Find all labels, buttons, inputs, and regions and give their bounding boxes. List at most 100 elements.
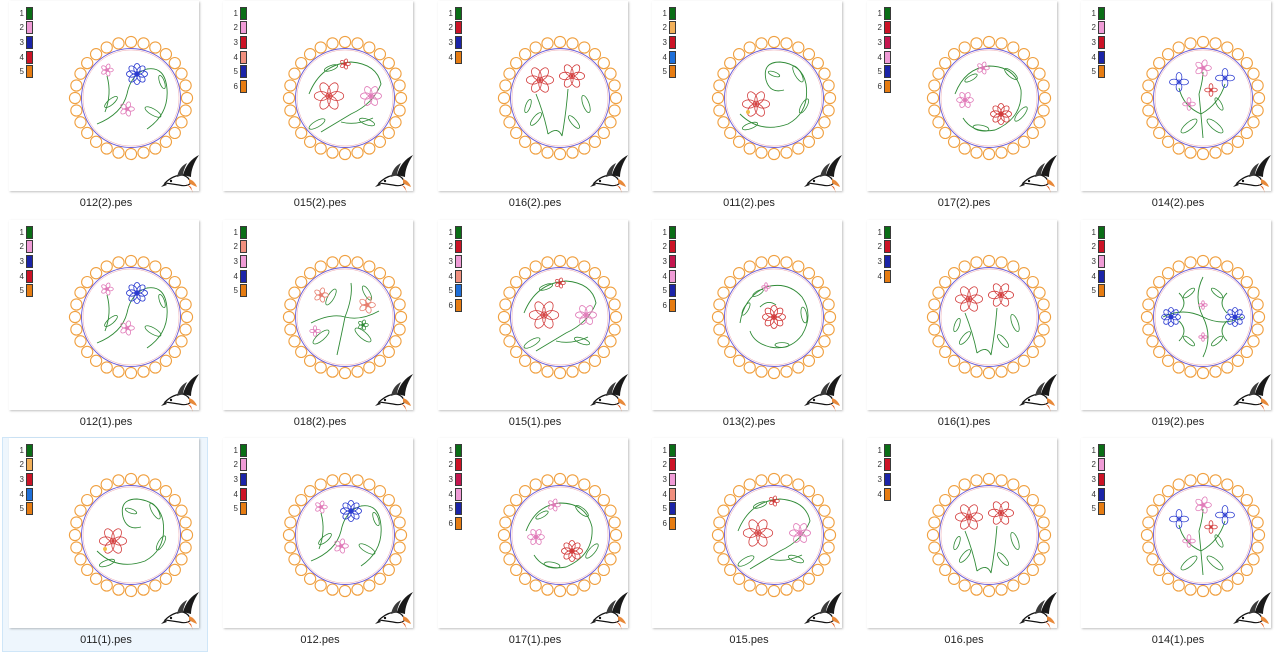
file-name-label: 019(2).pes — [1151, 416, 1205, 428]
thread-color-box — [26, 50, 33, 64]
file-item[interactable]: 1 2 3 4 5 019(2).pes — [1074, 219, 1280, 434]
file-item[interactable]: 1 2 3 4 5 014(1).pes — [1074, 437, 1280, 652]
thread-color-box — [1098, 50, 1105, 64]
file-thumbnail[interactable]: 1 2 3 4 5 — [223, 220, 413, 412]
file-thumbnail[interactable]: 1 2 3 4 5 — [9, 1, 199, 193]
thread-color-box — [884, 79, 891, 93]
thread-color-swatch: 3 — [17, 472, 33, 487]
file-item[interactable]: 1 2 3 4 5 011(1).pes — [2, 437, 208, 652]
thread-number: 1 — [448, 8, 453, 18]
thread-number: 1 — [662, 8, 667, 18]
thread-color-box — [669, 65, 676, 79]
file-item[interactable]: 1 2 3 4 016.pes — [860, 437, 1066, 652]
thread-color-swatch: 6 — [446, 298, 462, 313]
file-item[interactable]: 1 2 3 4 5 6 013(2).pes — [645, 219, 851, 434]
file-item[interactable]: 1 2 3 4 5 012(2).pes — [2, 0, 208, 215]
file-thumbnail[interactable]: 1 2 3 4 5 — [1081, 220, 1271, 412]
thread-color-box — [26, 225, 33, 239]
thread-color-box — [1098, 254, 1105, 268]
thread-color-box — [884, 21, 891, 35]
thread-color-swatch: 2 — [17, 458, 33, 473]
file-item[interactable]: 1 2 3 4 5 6 015(1).pes — [431, 219, 637, 434]
thread-color-swatch: 1 — [231, 443, 247, 458]
thread-number: 1 — [448, 227, 453, 237]
thread-color-box — [884, 472, 891, 486]
file-name-label: 015(1).pes — [508, 416, 562, 428]
file-thumbnail[interactable]: 1 2 3 4 5 — [9, 220, 199, 412]
file-item[interactable]: 1 2 3 4 5 6 017(2).pes — [860, 0, 1066, 215]
thread-color-swatch: 2 — [875, 21, 891, 36]
thread-number: 3 — [19, 474, 24, 484]
thread-color-box — [26, 487, 33, 501]
thread-color-swatch: 1 — [446, 6, 462, 21]
thread-number: 4 — [448, 52, 453, 62]
thread-number: 3 — [448, 256, 453, 266]
thread-color-list: 1 2 3 4 — [875, 443, 891, 501]
file-thumbnail[interactable]: 1 2 3 4 — [867, 438, 1057, 630]
file-thumbnail[interactable]: 1 2 3 4 5 6 — [652, 220, 842, 412]
thread-color-box — [240, 284, 247, 298]
embroidery-design-preview — [711, 472, 837, 598]
thread-color-box — [240, 50, 247, 64]
file-thumbnail[interactable]: 1 2 3 4 5 6 — [438, 438, 628, 630]
thread-number: 5 — [662, 286, 667, 296]
thread-color-swatch: 2 — [660, 240, 676, 255]
thread-color-box — [1098, 472, 1105, 486]
file-thumbnail[interactable]: 1 2 3 4 5 — [223, 438, 413, 630]
thread-color-box — [1098, 502, 1105, 516]
file-thumbnail[interactable]: 1 2 3 4 5 6 — [223, 1, 413, 193]
thread-color-box — [884, 225, 891, 239]
thread-color-box — [669, 6, 676, 20]
file-name-label: 011(2).pes — [723, 197, 775, 209]
thread-color-swatch: 1 — [1089, 225, 1105, 240]
thread-color-box — [240, 458, 247, 472]
file-item[interactable]: 1 2 3 4 5 012(1).pes — [2, 219, 208, 434]
file-thumbnail[interactable]: 1 2 3 4 5 6 — [867, 1, 1057, 193]
thread-color-swatch: 6 — [231, 79, 247, 94]
thread-color-box — [669, 35, 676, 49]
file-item[interactable]: 1 2 3 4 5 011(2).pes — [645, 0, 851, 215]
thread-number: 3 — [19, 256, 24, 266]
embroidery-design-preview — [1140, 254, 1266, 380]
thread-color-swatch: 6 — [875, 79, 891, 94]
file-item[interactable]: 1 2 3 4 016(1).pes — [860, 219, 1066, 434]
embroidery-design-preview — [282, 254, 408, 380]
file-item[interactable]: 1 2 3 4 016(2).pes — [431, 0, 637, 215]
file-thumbnail[interactable]: 1 2 3 4 5 — [1081, 1, 1271, 193]
file-thumbnail[interactable]: 1 2 3 4 — [438, 1, 628, 193]
thread-number: 4 — [877, 489, 882, 499]
embroidery-design-preview — [497, 35, 623, 161]
thread-color-box — [455, 21, 462, 35]
thread-color-swatch: 5 — [446, 283, 462, 298]
file-thumbnail[interactable]: 1 2 3 4 5 — [1081, 438, 1271, 630]
thread-number: 4 — [448, 489, 453, 499]
thread-number: 2 — [662, 23, 667, 33]
thread-color-swatch: 3 — [446, 35, 462, 50]
thread-number: 1 — [662, 445, 667, 455]
file-item[interactable]: 1 2 3 4 5 6 015(2).pes — [216, 0, 422, 215]
file-item[interactable]: 1 2 3 4 5 018(2).pes — [216, 219, 422, 434]
file-item[interactable]: 1 2 3 4 5 014(2).pes — [1074, 0, 1280, 215]
thread-color-swatch: 3 — [875, 472, 891, 487]
file-item[interactable]: 1 2 3 4 5 6 015.pes — [645, 437, 851, 652]
thread-color-swatch: 5 — [446, 501, 462, 516]
thread-color-box — [1098, 225, 1105, 239]
thread-color-box — [884, 240, 891, 254]
file-item[interactable]: 1 2 3 4 5 6 017(1).pes — [431, 437, 637, 652]
file-thumbnail[interactable]: 1 2 3 4 5 — [652, 1, 842, 193]
thread-color-box — [240, 443, 247, 457]
thread-color-box — [1098, 443, 1105, 457]
file-thumbnail[interactable]: 1 2 3 4 5 6 — [652, 438, 842, 630]
file-thumbnail[interactable]: 1 2 3 4 5 6 — [438, 220, 628, 412]
file-thumbnail[interactable]: 1 2 3 4 — [867, 220, 1057, 412]
thread-color-swatch: 6 — [660, 298, 676, 313]
thread-color-box — [884, 443, 891, 457]
thread-color-box — [669, 298, 676, 312]
thread-color-box — [240, 21, 247, 35]
file-thumbnail[interactable]: 1 2 3 4 5 — [9, 438, 199, 630]
thread-color-box — [455, 240, 462, 254]
thread-color-list: 1 2 3 4 5 — [17, 6, 33, 79]
thread-color-swatch: 4 — [446, 487, 462, 502]
file-item[interactable]: 1 2 3 4 5 012.pes — [216, 437, 422, 652]
thread-color-swatch: 1 — [17, 225, 33, 240]
